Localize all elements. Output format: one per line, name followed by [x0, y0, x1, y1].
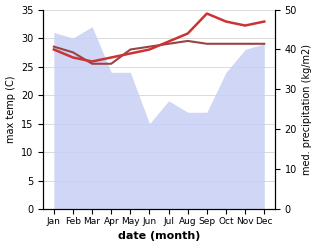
- Y-axis label: med. precipitation (kg/m2): med. precipitation (kg/m2): [302, 44, 313, 175]
- Y-axis label: max temp (C): max temp (C): [5, 76, 16, 143]
- X-axis label: date (month): date (month): [118, 231, 200, 242]
